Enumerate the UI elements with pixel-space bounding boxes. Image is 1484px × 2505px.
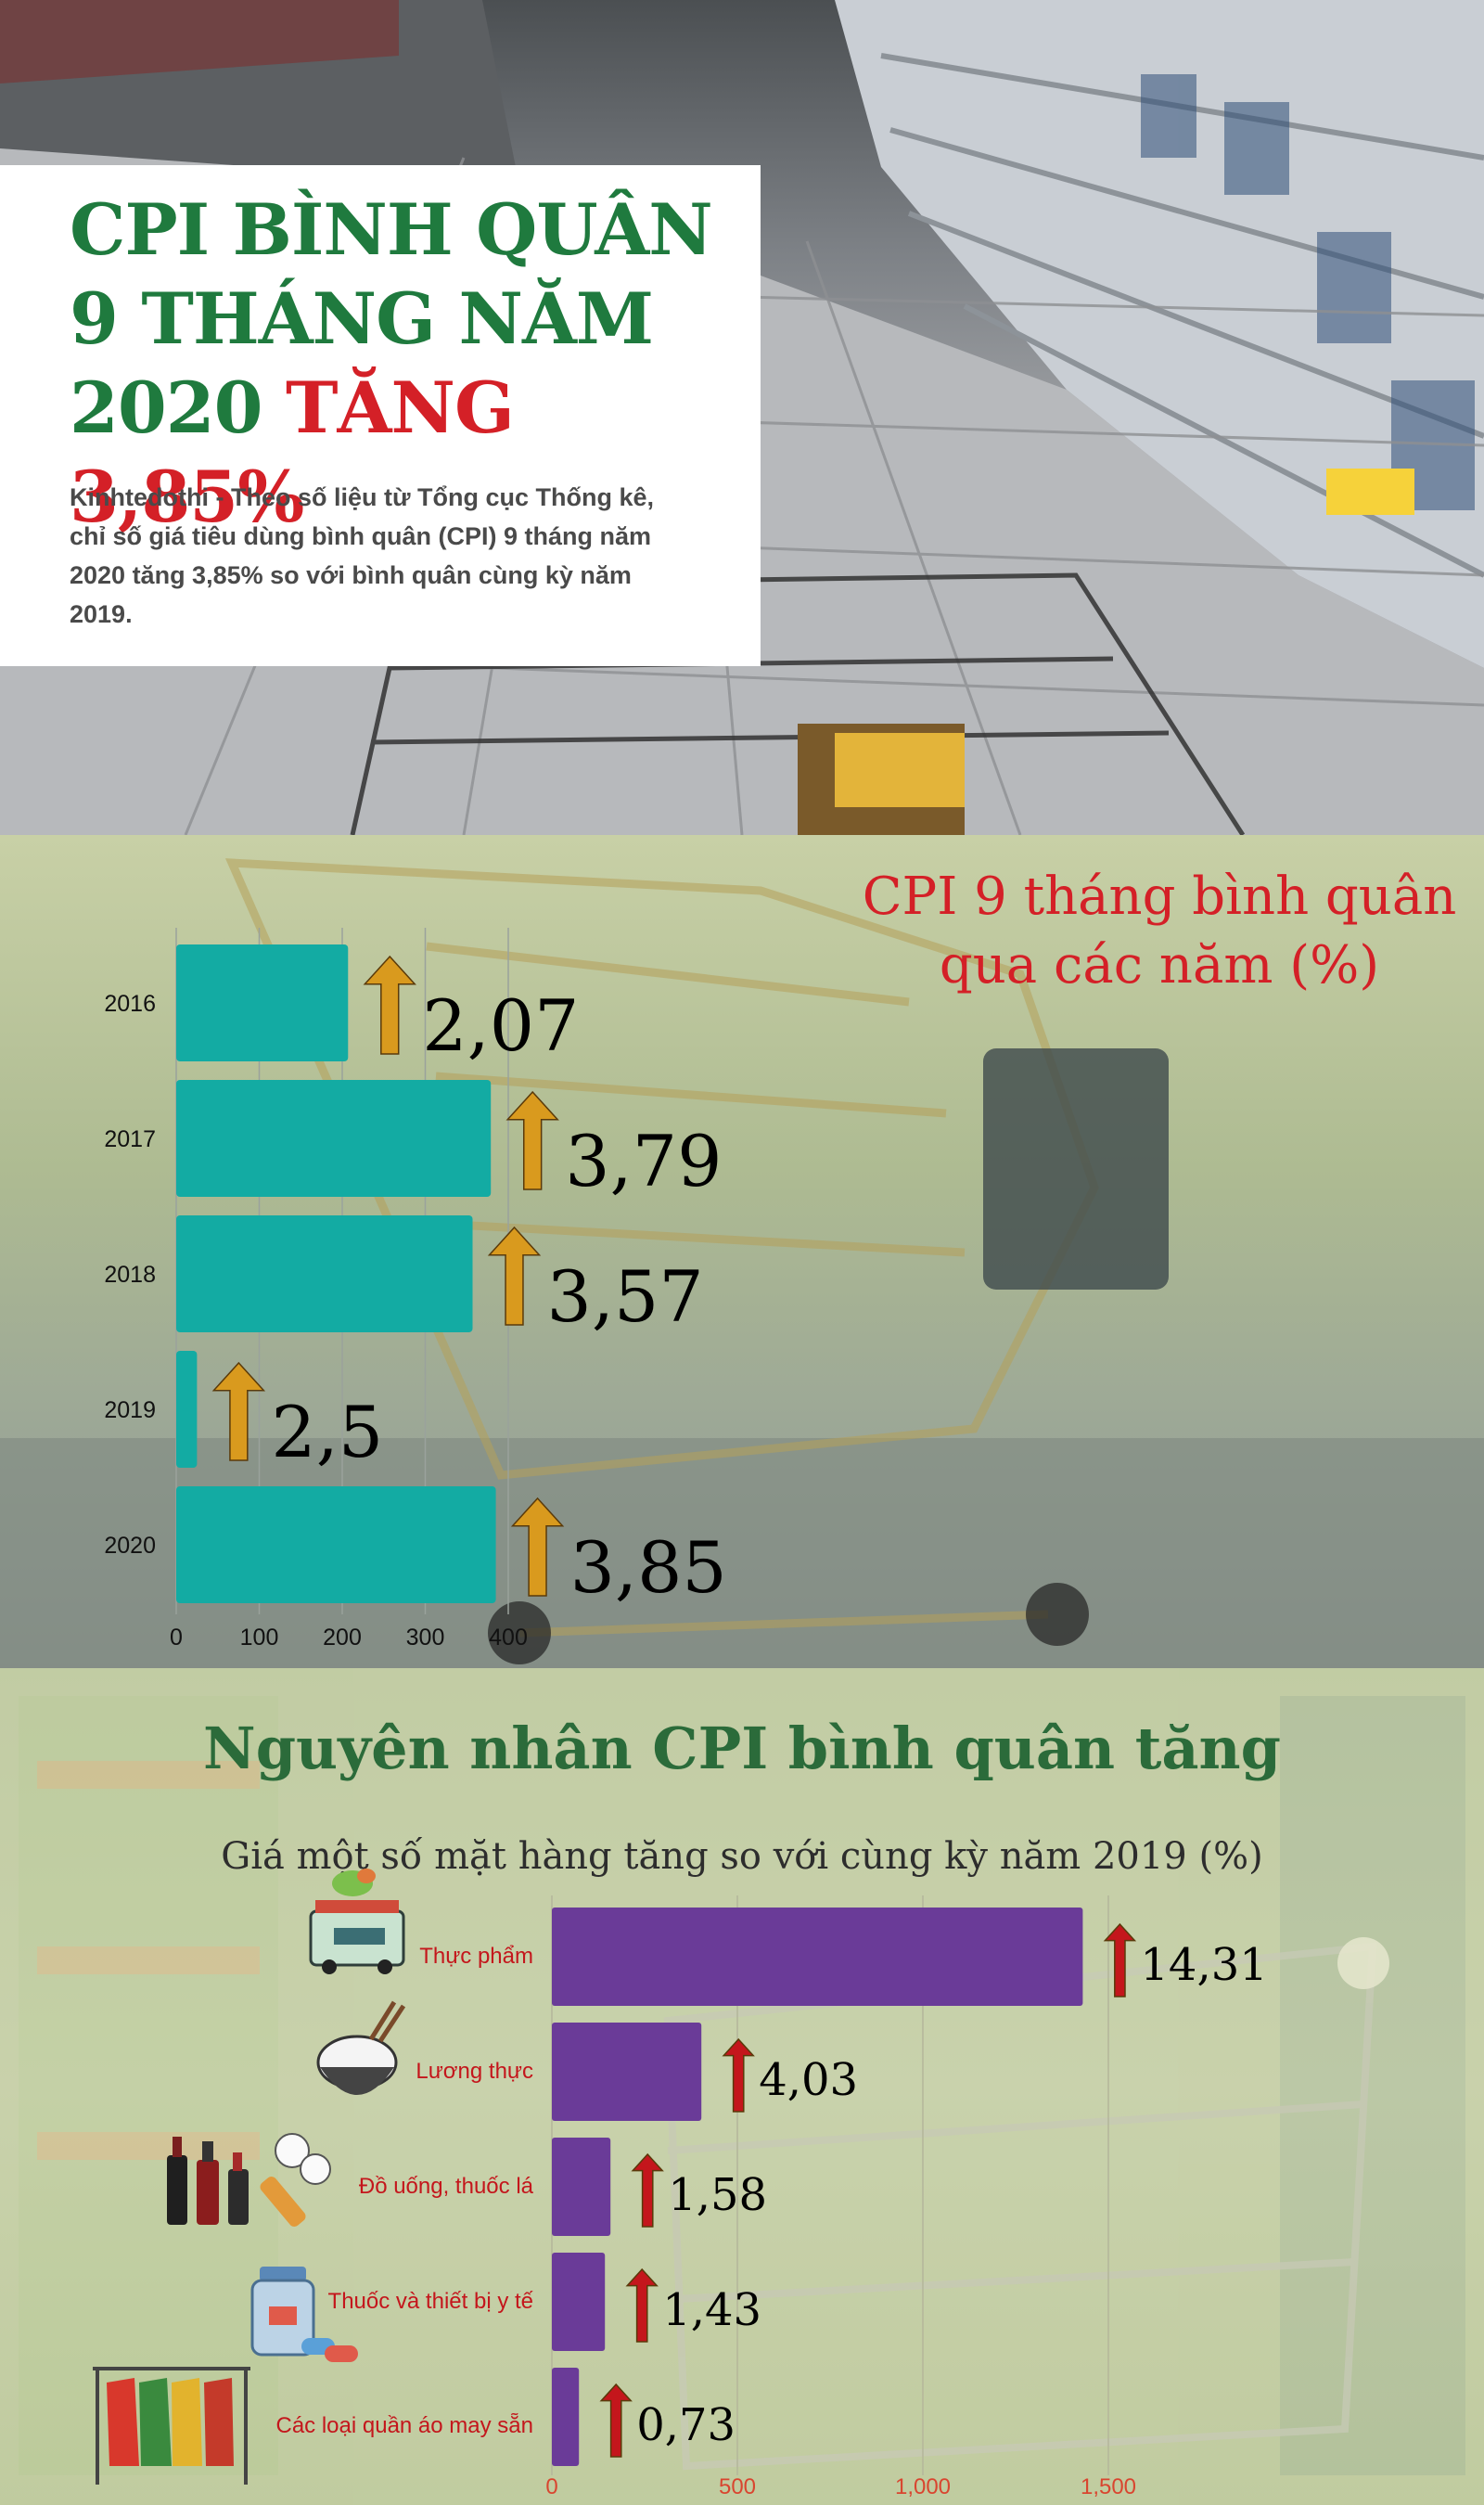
category-label: Lương thực bbox=[416, 2059, 533, 2084]
category-label: Các loại quần áo may sẵn bbox=[276, 2412, 534, 2438]
cause-value-label: 1,43 bbox=[662, 2284, 761, 2336]
cause-bar bbox=[552, 2253, 606, 2351]
cause-value-label: 4,03 bbox=[759, 2054, 858, 2106]
hero-section: CPI BÌNH QUÂN 9 THÁNG NĂM 2020 TĂNG 3,85… bbox=[0, 0, 1484, 835]
x-tick-label: 0 bbox=[545, 2474, 557, 2499]
x-tick-label: 1,500 bbox=[1081, 2474, 1136, 2499]
causes-bar-chart: 0 500 1,000 1,500 Thực phẩm 14,31 Lương thực 4,… bbox=[93, 1869, 1268, 2499]
cpi-value-label: 2,5 bbox=[271, 1391, 383, 1473]
up-arrow-icon bbox=[505, 1090, 559, 1190]
cpi-value-label: 3,57 bbox=[547, 1255, 704, 1338]
cpi-bar-2019 bbox=[176, 1351, 198, 1468]
red-up-arrow-icon bbox=[722, 2037, 755, 2113]
up-arrow-icon bbox=[211, 1361, 266, 1461]
x-tick-label: 400 bbox=[489, 1625, 528, 1651]
category-label: Đồ uống, thuốc lá bbox=[359, 2174, 534, 2199]
cause-bar bbox=[552, 1908, 1083, 2006]
x-tick-label: 300 bbox=[406, 1625, 445, 1651]
cpi-value-label: 2,07 bbox=[422, 984, 579, 1067]
year-label: 2017 bbox=[104, 1126, 156, 1152]
cpi-bar-2020 bbox=[176, 1486, 496, 1603]
clothes-rack-icon bbox=[93, 2367, 250, 2485]
causes-section: Nguyên nhân CPI bình quân tăng Giá một s… bbox=[0, 1668, 1484, 2505]
year-label: 2016 bbox=[104, 991, 156, 1017]
cpi-chart-title: CPI 9 tháng bình quân qua các năm (%) bbox=[862, 867, 1457, 996]
cause-bar bbox=[552, 2368, 580, 2466]
title-line-1: CPI BÌNH QUÂN bbox=[70, 188, 713, 271]
category-label: Thuốc và thiết bị y tế bbox=[328, 2289, 534, 2314]
x-tick-label: 500 bbox=[719, 2474, 756, 2499]
cpi-bar-2018 bbox=[176, 1215, 473, 1332]
x-tick-label: 1,000 bbox=[895, 2474, 951, 2499]
cause-bar bbox=[552, 2023, 702, 2121]
causes-heading: Nguyên nhân CPI bình quân tăng bbox=[203, 1715, 1281, 1782]
rice-bowl-icon bbox=[316, 2000, 406, 2095]
up-arrow-icon bbox=[510, 1497, 565, 1597]
intro-paragraph: Kinhtedothi - Theo số liệu từ Tổng cục T… bbox=[70, 483, 655, 628]
red-up-arrow-icon bbox=[625, 2267, 659, 2343]
cause-bar bbox=[552, 2138, 611, 2236]
title-year: 2020 bbox=[70, 366, 263, 449]
page-title: CPI BÌNH QUÂN 9 THÁNG NĂM 2020 TĂNG 3,85… bbox=[70, 186, 756, 542]
title-line-2: 9 THÁNG NĂM bbox=[70, 277, 654, 360]
year-label: 2020 bbox=[104, 1533, 156, 1559]
medicine-icon bbox=[250, 2267, 358, 2362]
x-tick-label: 0 bbox=[170, 1625, 183, 1651]
red-up-arrow-icon bbox=[1103, 1922, 1137, 1998]
store-background bbox=[0, 1668, 1484, 2505]
cpi-value-label: 3,79 bbox=[565, 1120, 722, 1202]
red-up-arrow-icon bbox=[599, 2383, 633, 2458]
cause-value-label: 1,58 bbox=[668, 2169, 767, 2221]
x-tick-label: 200 bbox=[323, 1625, 362, 1651]
year-label: 2018 bbox=[104, 1262, 156, 1288]
up-arrow-icon bbox=[363, 955, 416, 1055]
cpi-chart-section: CPI 9 tháng bình quân qua các năm (%) 0 1… bbox=[0, 835, 1484, 1668]
x-tick-label: 100 bbox=[240, 1625, 279, 1651]
cpi-bar-chart: 0 100 200 300 400 2016 2,07 2017 3,79 2018 3,57 201… bbox=[104, 928, 727, 1651]
cpi-bar-2017 bbox=[176, 1080, 492, 1197]
category-label: Thực phẩm bbox=[419, 1944, 533, 1969]
title-panel bbox=[0, 165, 761, 666]
cause-value-label: 14,31 bbox=[1140, 1939, 1267, 1991]
cause-value-label: 0,73 bbox=[636, 2399, 736, 2451]
title-highlight: TĂNG 3,85% bbox=[70, 366, 515, 538]
cpi-value-label: 3,85 bbox=[570, 1526, 727, 1609]
drinks-tobacco-icon bbox=[167, 2133, 331, 2227]
food-truck-icon bbox=[309, 1869, 405, 1974]
red-up-arrow-icon bbox=[631, 2152, 664, 2228]
up-arrow-icon bbox=[487, 1226, 542, 1326]
causes-subtitle: Giá một số mặt hàng tăng so với cùng kỳ … bbox=[221, 1835, 1263, 1878]
year-label: 2019 bbox=[104, 1397, 156, 1423]
cpi-bar-2016 bbox=[176, 944, 349, 1061]
